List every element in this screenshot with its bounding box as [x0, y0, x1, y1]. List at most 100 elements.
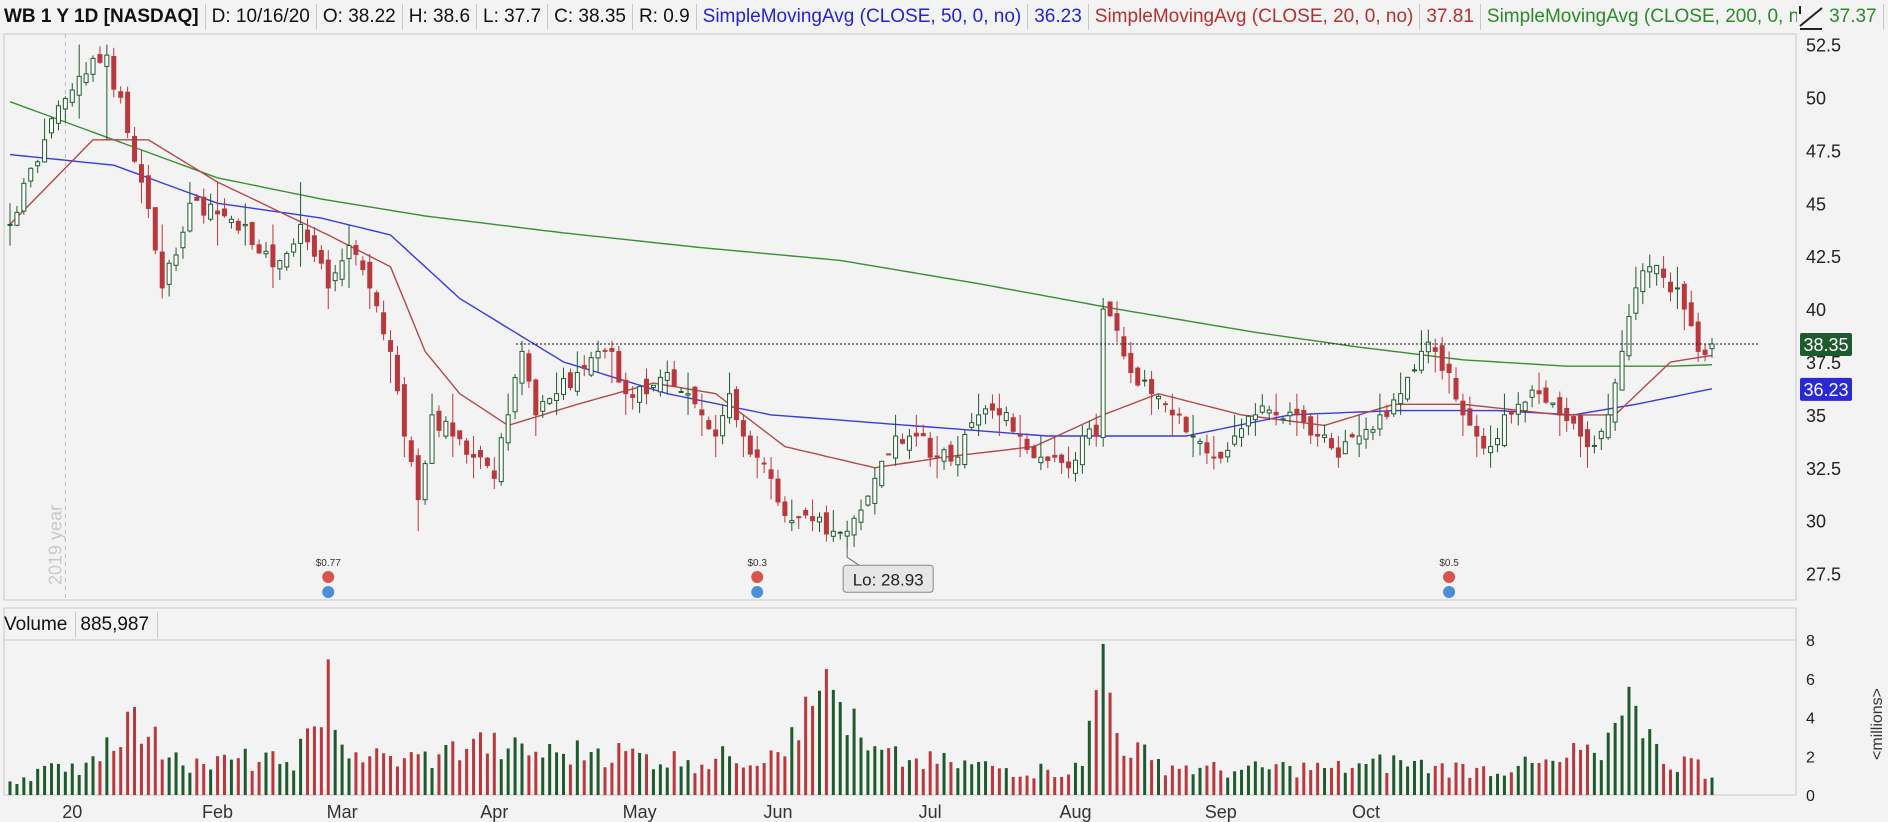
candle	[166, 259, 172, 297]
candle	[858, 499, 864, 531]
sma50-label[interactable]: SimpleMovingAvg (CLOSE, 50, 0, no)	[702, 6, 1022, 27]
volume-bar	[1662, 764, 1666, 795]
candle	[699, 393, 705, 437]
volume-bar	[977, 761, 981, 795]
candle	[1356, 414, 1362, 458]
volume-bar	[1184, 765, 1188, 795]
candle	[796, 515, 802, 530]
volume-bar	[451, 741, 455, 795]
volume-bar	[112, 750, 116, 795]
candle	[464, 438, 470, 464]
candle	[1190, 414, 1196, 458]
volume-bar	[1122, 755, 1126, 795]
volume-bar	[91, 756, 95, 795]
candle	[408, 436, 414, 467]
candle	[1474, 414, 1480, 458]
volume-bar	[1032, 778, 1036, 795]
volume-bar	[1599, 760, 1603, 795]
trend-line-icon[interactable]	[1796, 2, 1826, 32]
candle	[1481, 428, 1487, 455]
candle	[1501, 393, 1507, 448]
candle	[934, 436, 940, 479]
high-field: H: 38.6	[408, 6, 471, 27]
price-tick-label: 32.5	[1806, 459, 1841, 479]
candle	[1557, 391, 1563, 437]
candle	[671, 360, 677, 387]
candle	[367, 253, 373, 310]
candle	[893, 414, 899, 466]
candle	[228, 215, 234, 229]
candle	[927, 431, 933, 467]
candle	[7, 203, 13, 246]
volume-bar	[478, 732, 482, 795]
volume-bar	[645, 754, 649, 795]
dividend-amount: $0.3	[747, 558, 767, 569]
volume-bar	[811, 705, 815, 795]
volume-bar	[1219, 770, 1223, 795]
volume-bar	[133, 707, 137, 795]
candle	[1543, 380, 1549, 404]
candle	[1024, 433, 1030, 454]
candle	[221, 198, 227, 218]
candle	[727, 372, 733, 424]
candle	[305, 218, 311, 251]
candle	[49, 117, 55, 139]
volume-bar	[700, 764, 704, 795]
candle	[450, 393, 456, 458]
candle	[1702, 343, 1708, 362]
volume-bar	[1053, 777, 1057, 795]
candle	[844, 520, 850, 549]
candle	[277, 259, 283, 281]
volume-bar	[1502, 775, 1506, 795]
candle	[429, 393, 435, 464]
sma20-label[interactable]: SimpleMovingAvg (CLOSE, 20, 0, no)	[1094, 6, 1414, 27]
volume-bar	[568, 764, 572, 795]
volume-bar	[472, 738, 476, 795]
volume-bar	[1288, 765, 1292, 795]
volume-bar	[1150, 760, 1154, 795]
volume-bar	[880, 749, 884, 795]
candle	[1674, 266, 1680, 310]
candle	[132, 126, 138, 163]
candle	[1135, 366, 1141, 387]
candle	[1121, 326, 1127, 360]
candle	[941, 447, 947, 470]
candle	[816, 512, 822, 532]
volume-bar	[1087, 720, 1091, 795]
symbol-label[interactable]: WB 1 Y 1D [NASDAQ]	[4, 6, 199, 27]
candle	[1688, 290, 1694, 327]
volume-bar	[721, 746, 725, 795]
candle	[138, 150, 144, 204]
candle	[332, 264, 338, 292]
candle	[823, 505, 829, 542]
candle	[104, 44, 110, 140]
volume-bar	[1482, 766, 1486, 795]
candle	[1370, 425, 1376, 441]
candle	[1363, 417, 1369, 449]
candle	[1114, 301, 1120, 343]
close-field: C: 38.35	[554, 6, 626, 27]
candle	[1398, 372, 1404, 415]
volume-bar	[63, 771, 67, 795]
candle	[1591, 435, 1597, 454]
volume-bar	[1191, 774, 1195, 795]
volume-tick-label: 6	[1806, 672, 1815, 689]
month-tick-label: 20	[62, 802, 82, 822]
volume-axis-label: <millions>	[1869, 688, 1886, 760]
sma200-label[interactable]: SimpleMovingAvg (CLOSE, 200, 0, no)	[1486, 6, 1817, 27]
volume-bar	[1648, 729, 1652, 795]
candle	[1280, 417, 1286, 424]
candle	[1266, 405, 1272, 421]
volume-bar	[1496, 773, 1500, 795]
candle	[1197, 438, 1203, 456]
volume-bar	[1240, 769, 1244, 795]
volume-bar	[1364, 764, 1368, 795]
volume-bar	[216, 756, 220, 795]
volume-bar	[617, 743, 621, 795]
volume-header: Volume 885,987	[0, 610, 159, 640]
candle	[733, 386, 739, 428]
month-tick-label: Mar	[327, 802, 358, 822]
candle	[21, 178, 27, 215]
volume-bar	[1433, 765, 1437, 795]
